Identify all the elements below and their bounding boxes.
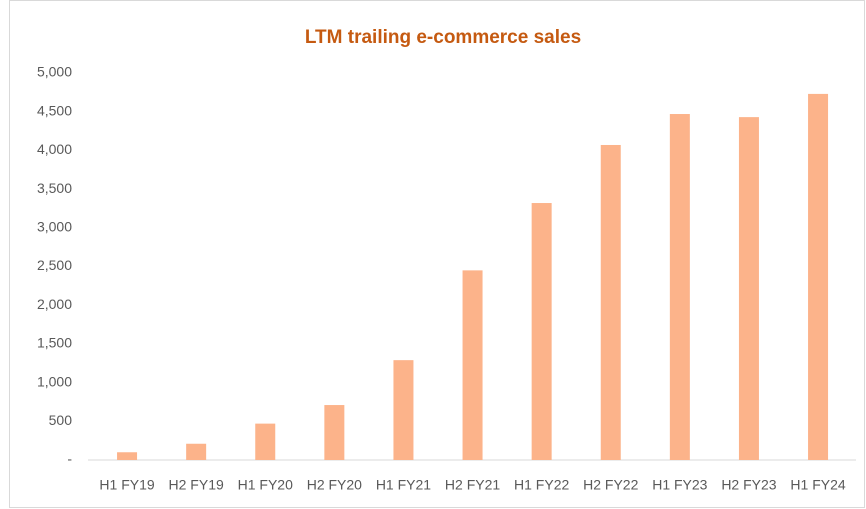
y-tick-label: 1,500 [37,335,72,351]
bar [324,405,345,460]
x-tick-label: H1 FY20 [238,477,293,493]
chart-border [9,0,865,508]
y-tick-label: 2,500 [37,257,72,273]
bar [462,270,483,460]
bar [393,360,414,460]
y-tick-label: 4,500 [37,102,72,118]
x-tick-label: H1 FY19 [99,477,154,493]
bar [669,114,690,460]
y-tick-label: 1,000 [37,373,72,389]
y-tick-label: 4,000 [37,141,72,157]
y-tick-label: - [67,451,72,467]
x-tick-label: H1 FY23 [652,477,707,493]
bar [255,423,276,460]
x-tick-label: H2 FY19 [169,477,224,493]
y-tick-label: 3,500 [37,180,72,196]
y-tick-label: 3,000 [37,219,72,235]
x-tick-label: H1 FY21 [376,477,431,493]
bar [738,117,759,461]
bar [600,144,621,460]
bar [808,93,829,460]
y-tick-label: 2,000 [37,296,72,312]
bar [186,443,207,460]
bar [531,203,552,461]
chart-title: LTM trailing e-commerce sales [305,27,581,48]
x-tick-label: H2 FY23 [721,477,776,493]
x-tick-label: H1 FY24 [790,477,845,493]
bar [117,452,138,460]
x-tick-label: H2 FY22 [583,477,638,493]
y-tick-label: 500 [49,412,73,428]
x-tick-label: H1 FY22 [514,477,569,493]
x-tick-label: H2 FY21 [445,477,500,493]
y-tick-label: 5,000 [37,64,72,80]
x-tick-label: H2 FY20 [307,477,362,493]
